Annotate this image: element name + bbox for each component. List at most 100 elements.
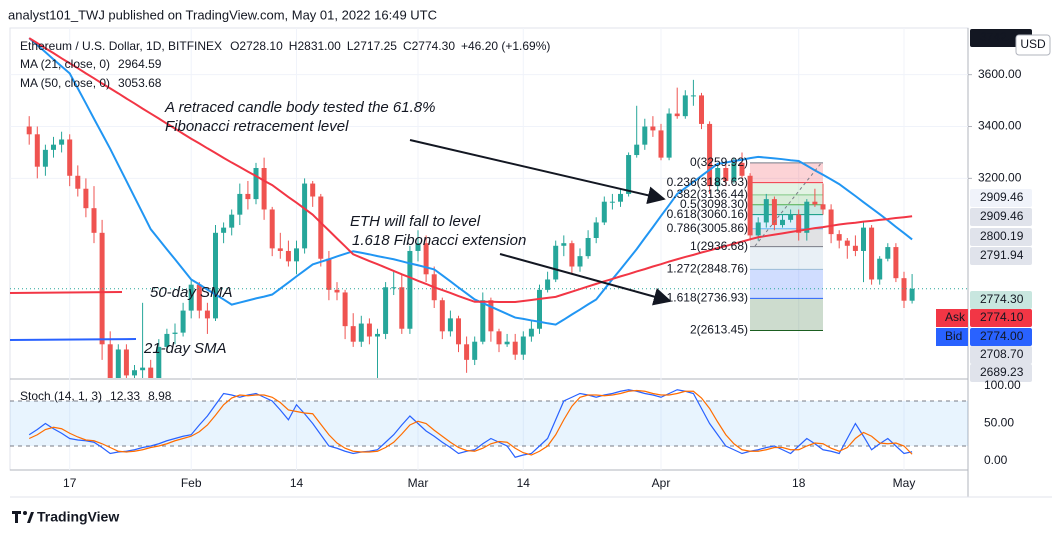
annotation-arrow [409, 139, 666, 205]
brand: TradingView [37, 509, 119, 525]
stoch-line [28, 389, 913, 456]
stoch-pane [10, 389, 968, 458]
candle-body [569, 243, 575, 267]
price-tag-bg [970, 364, 1032, 382]
price-tag: 3742.24 [980, 30, 1024, 44]
x-tick-label: 14 [517, 476, 531, 490]
candle-body [447, 318, 453, 332]
price-tag: 2708.70 [980, 347, 1024, 361]
candle-body [423, 243, 429, 275]
sma-label: 21-day SMA [143, 340, 227, 357]
fib-band [750, 182, 823, 195]
currency: USD [1020, 37, 1046, 51]
fib-band [750, 228, 823, 247]
candle-body [318, 196, 324, 259]
y-tick-label: 3400.00 [978, 119, 1022, 133]
candle-body [115, 349, 121, 378]
price-tag: 2800.19 [980, 229, 1024, 243]
price-tag: 2689.23 [980, 365, 1024, 379]
price-tag: 2774.00 [980, 329, 1024, 343]
candle-body [723, 168, 729, 181]
y-tick-label: 3600.00 [978, 67, 1022, 81]
price-tag-bg [970, 189, 1032, 207]
price-tag: 2909.46 [980, 190, 1024, 204]
legend-name: MA (50, close, 0) [20, 76, 110, 90]
candle-body [861, 227, 866, 251]
candle-body [585, 238, 591, 257]
x-tick-label: May [893, 476, 916, 490]
candle-body [666, 113, 672, 158]
candle-body [34, 134, 40, 167]
candle-body [852, 245, 858, 251]
annotation: Fibonacci retracement level [165, 118, 349, 135]
fib-band [750, 269, 823, 299]
sma-guide [9, 291, 123, 294]
candle-body [229, 214, 235, 228]
candle-body [180, 310, 186, 333]
symbol-legend: Ethereum / U.S. Dollar, 1D, BITFINEX [20, 39, 222, 53]
candle-body [42, 149, 48, 167]
candle-body [812, 201, 818, 205]
fib-label: 0(3259.92) [690, 155, 748, 169]
candle-body [561, 243, 567, 246]
x-tick-label: Feb [181, 476, 202, 490]
candle-body [26, 126, 32, 135]
candle-body [609, 201, 615, 203]
x-tick-label: Apr [652, 476, 671, 490]
tag-name: Bid [945, 329, 962, 343]
candle-body [123, 349, 129, 376]
tag-name: Ask [945, 310, 966, 324]
candle-body [439, 300, 445, 332]
legend-value: 12.33 [110, 389, 140, 403]
candle-body [739, 162, 745, 176]
candle-body [642, 126, 648, 145]
candle-body [763, 199, 769, 223]
price-tag-bg [970, 228, 1032, 246]
candle-body [75, 175, 81, 189]
candle-body [796, 214, 802, 233]
ohlc-key: C [403, 39, 412, 53]
candle-body [172, 332, 178, 334]
candle-body [59, 139, 65, 145]
candle-body [682, 95, 688, 117]
legend-name: MA (21, close, 0) [20, 57, 110, 71]
candle-body [504, 341, 510, 345]
candle-body [553, 245, 559, 280]
candle-body [350, 326, 356, 342]
candle-body [828, 209, 834, 235]
candle-body [399, 287, 405, 329]
candle-body [731, 162, 737, 181]
candle-body [245, 193, 251, 200]
fib-label: 1(2936.68) [690, 239, 748, 253]
annotation-arrow [499, 253, 672, 306]
candle-body [472, 341, 478, 360]
candle-body [140, 367, 146, 371]
candle-body [836, 234, 842, 241]
candle-body [148, 367, 154, 378]
fib-band [750, 204, 823, 215]
ohlc-value: 2774.30 [412, 39, 456, 53]
candle-body [820, 204, 826, 210]
candle-body [83, 188, 89, 209]
candle-body [164, 333, 170, 347]
candle-body [391, 287, 397, 289]
candle-body [334, 289, 340, 293]
price-tag-bg [970, 247, 1032, 265]
sma-label: 50-day SMA [150, 284, 233, 301]
fib-label: 1.618(2736.93) [667, 291, 748, 305]
candle-body [366, 323, 372, 337]
candle-body [788, 214, 794, 220]
candle-body [674, 113, 680, 117]
annotation: 1.618 Fibonacci extension [352, 232, 526, 249]
ma-line [28, 37, 913, 326]
logo-mark [27, 512, 34, 523]
candle-body [294, 248, 299, 262]
footer-logo: TradingView [12, 509, 119, 525]
candle-body [699, 95, 704, 124]
ohlc-value: 2831.00 [297, 39, 341, 53]
fib-band [750, 162, 823, 183]
candle-body [67, 139, 73, 176]
candle-body [804, 201, 810, 233]
candle-body [528, 328, 534, 337]
